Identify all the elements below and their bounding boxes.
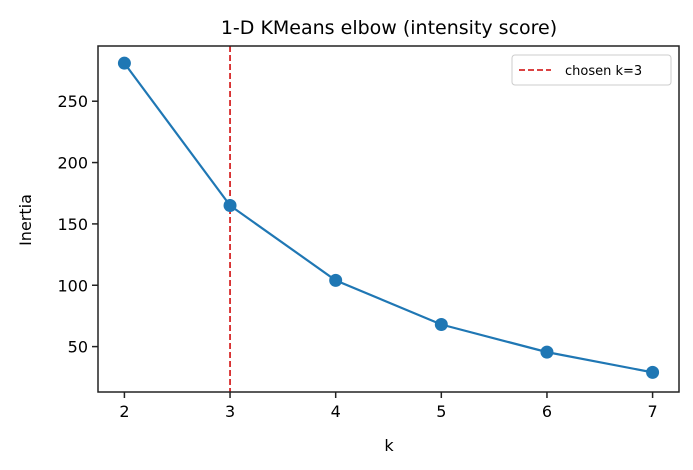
x-tick-label: 2 bbox=[119, 402, 129, 421]
x-tick-label: 4 bbox=[331, 402, 341, 421]
data-point bbox=[646, 365, 660, 379]
y-axis-label: Inertia bbox=[16, 194, 35, 246]
y-tick-label: 250 bbox=[57, 92, 88, 111]
data-point bbox=[117, 56, 131, 70]
data-point bbox=[540, 345, 554, 359]
plot-frame bbox=[97, 45, 680, 393]
y-axis-ticks: 50 100 150 200 250 bbox=[57, 92, 98, 357]
inertia-markers bbox=[117, 56, 660, 379]
x-axis-ticks: 2 3 4 5 6 7 bbox=[119, 392, 658, 421]
x-tick-label: 6 bbox=[542, 402, 552, 421]
inertia-line bbox=[123, 62, 653, 374]
x-tick-label: 7 bbox=[647, 402, 657, 421]
data-point bbox=[434, 318, 448, 332]
y-tick-label: 200 bbox=[57, 154, 88, 173]
x-tick-label: 3 bbox=[225, 402, 235, 421]
chart-title: 1-D KMeans elbow (intensity score) bbox=[221, 17, 557, 39]
y-tick-label: 50 bbox=[68, 338, 88, 357]
x-axis-label: k bbox=[384, 436, 394, 455]
data-point bbox=[329, 273, 343, 287]
y-tick-label: 100 bbox=[57, 276, 88, 295]
x-tick-label: 5 bbox=[436, 402, 446, 421]
y-tick-label: 150 bbox=[57, 215, 88, 234]
data-point bbox=[223, 199, 237, 213]
legend: chosen k=3 bbox=[511, 54, 672, 86]
legend-label: chosen k=3 bbox=[565, 64, 642, 79]
